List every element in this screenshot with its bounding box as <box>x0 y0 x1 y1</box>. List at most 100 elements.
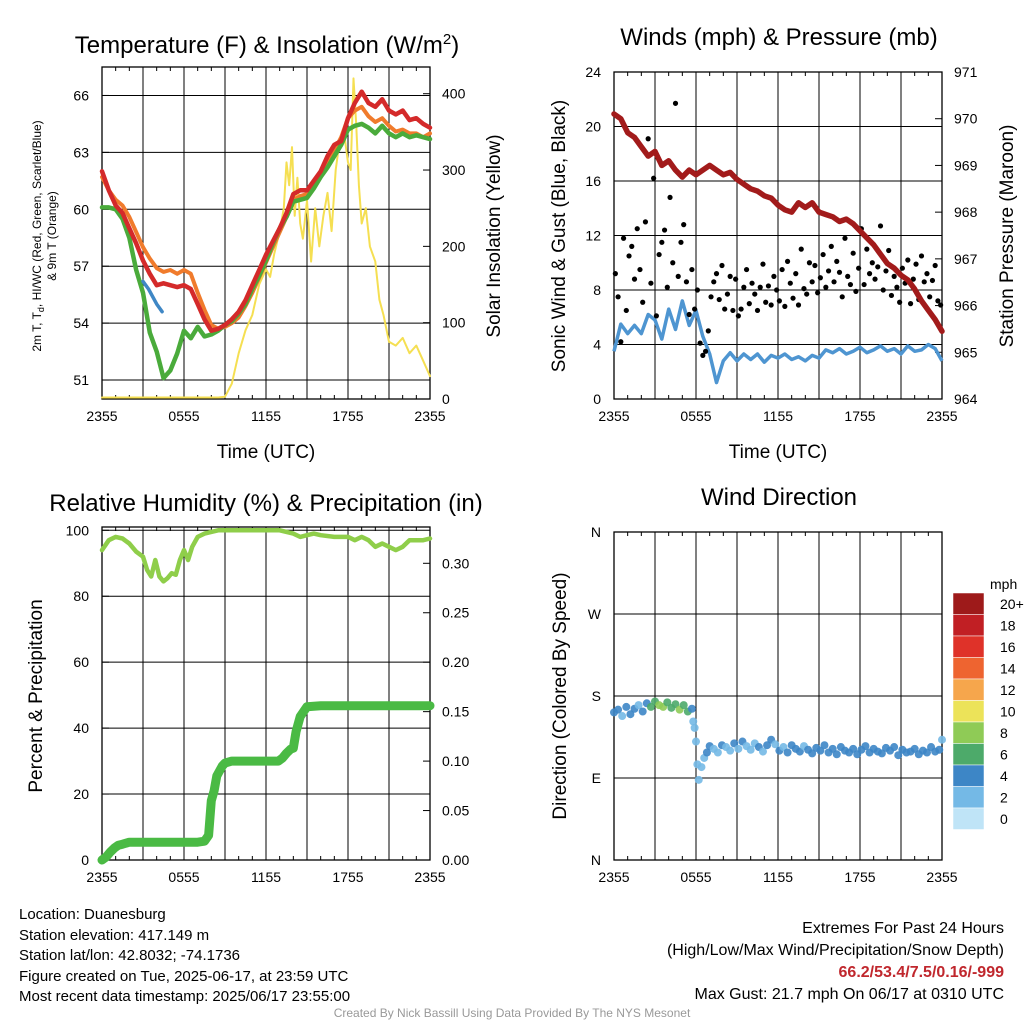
gust-point <box>634 226 640 232</box>
y-tick-label: 24 <box>585 64 601 80</box>
direction-point <box>894 751 903 760</box>
gust-point <box>752 291 758 297</box>
gust-point <box>675 273 681 279</box>
direction-point <box>713 748 722 757</box>
x-tick-label: 2355 <box>86 408 117 424</box>
y2-tick-label: 0.30 <box>442 555 469 571</box>
gust-point <box>623 307 629 314</box>
direction-point <box>779 743 788 752</box>
y-tick-label: S <box>592 688 601 704</box>
station-info: Location: Duanesburg Station elevation: … <box>19 905 350 1008</box>
direction-point <box>877 749 886 758</box>
temperature-ylabel: 2m T, Td, HI/WC (Red, Green, Scarlet/Blu… <box>30 120 46 351</box>
legend-label: 6 <box>1000 746 1008 762</box>
gust-point <box>705 328 711 334</box>
insolation-ylabel: Solar Insolation (Yellow) <box>484 134 505 337</box>
series-line-blue <box>141 279 164 314</box>
x-tick-label: 1155 <box>763 408 793 424</box>
gust-point <box>784 258 791 264</box>
legend-swatch <box>952 807 985 830</box>
series-line-pressure <box>611 111 945 335</box>
legend-label: 10 <box>1000 703 1016 719</box>
legend-label: 0 <box>1000 811 1008 827</box>
x-tick-label: 0555 <box>680 869 711 885</box>
gust-point <box>708 294 714 300</box>
gust-point <box>697 340 703 346</box>
legend-swatch <box>952 786 985 809</box>
gust-point <box>681 222 687 228</box>
gust-point <box>659 239 665 245</box>
legend-swatch <box>952 635 985 658</box>
gust-point <box>850 250 856 256</box>
legend-label: 20+ <box>1000 596 1024 612</box>
gust-point <box>932 262 938 269</box>
winds-chart: 2355 0555 1155 1755 235504812162024964965966… <box>585 64 977 424</box>
gust-point <box>891 273 897 279</box>
humidity-chart-title: Relative Humidity (%) & Precipitation (i… <box>49 490 482 517</box>
series-line-rh <box>99 528 433 584</box>
direction-point <box>671 700 680 709</box>
y2-tick-label: 0.15 <box>442 704 469 720</box>
x-tick-label: 2355 <box>926 869 957 885</box>
gust-point <box>694 287 700 293</box>
gust-point <box>866 271 873 277</box>
gust-point <box>615 294 621 300</box>
x-tick-label: 0555 <box>168 408 199 424</box>
y2-tick-label: 0.00 <box>442 852 469 868</box>
gust-point <box>637 266 643 273</box>
gust-point <box>804 291 810 297</box>
direction-point <box>679 701 688 710</box>
direction-point <box>734 744 743 753</box>
y-tick-label: 63 <box>73 144 89 160</box>
gust-point <box>686 311 692 318</box>
extremes-legend: (High/Low/Max Wind/Precipitation/Snow De… <box>666 942 1004 959</box>
x-tick-label: 0555 <box>168 869 199 885</box>
x-tick-label: 2355 <box>86 869 117 885</box>
y-tick-label: N <box>591 524 601 540</box>
legend-swatch <box>952 592 985 615</box>
gust-point <box>713 271 720 277</box>
direction-point <box>690 723 699 732</box>
gust-point <box>836 269 843 275</box>
gust-point <box>735 313 741 319</box>
x-tick-label: 1155 <box>251 869 281 885</box>
y-tick-label: E <box>592 770 601 786</box>
created-text: Figure created on Tue, 2025-06-17, at 23… <box>19 967 349 985</box>
gust-point <box>897 299 903 305</box>
y-tick-label: 100 <box>66 522 90 538</box>
gust-point <box>935 298 941 304</box>
x-tick-label: 1755 <box>332 869 363 885</box>
gust-point <box>711 279 717 285</box>
gust-point <box>938 302 944 308</box>
gust-point <box>765 283 772 289</box>
direction-point <box>795 747 804 756</box>
x-tick-label: 0555 <box>680 408 711 424</box>
gust-point <box>642 219 649 225</box>
y2-tick-label: 967 <box>954 251 978 267</box>
gust-point <box>722 306 728 312</box>
y2-tick-label: 966 <box>954 298 978 314</box>
temperature-ylabel-line2: & 9m T (Orange) <box>45 191 59 281</box>
temperature-chart-title: Temperature (F) & Insolation (W/m2) <box>75 31 459 59</box>
direction-point <box>697 763 706 772</box>
gust-point <box>820 251 826 258</box>
gust-point <box>678 239 684 245</box>
y2-tick-label: 969 <box>954 157 978 173</box>
gust-point <box>817 275 823 281</box>
winds-xlabel: Time (UTC) <box>729 442 828 463</box>
direction-point <box>861 742 870 751</box>
pressure-ylabel: Station Pressure (Maroon) <box>997 125 1018 348</box>
gust-point <box>645 136 651 142</box>
gust-point <box>907 301 914 307</box>
legend-swatch <box>952 721 985 744</box>
direction-point <box>646 702 655 711</box>
y2-tick-label: 400 <box>442 86 466 102</box>
temperature-xlabel: Time (UTC) <box>217 442 316 463</box>
direction-point <box>726 746 735 755</box>
gust-point <box>924 271 930 277</box>
y-tick-label: 0 <box>593 391 601 407</box>
gust-point <box>760 261 766 267</box>
gust-point <box>877 223 884 229</box>
